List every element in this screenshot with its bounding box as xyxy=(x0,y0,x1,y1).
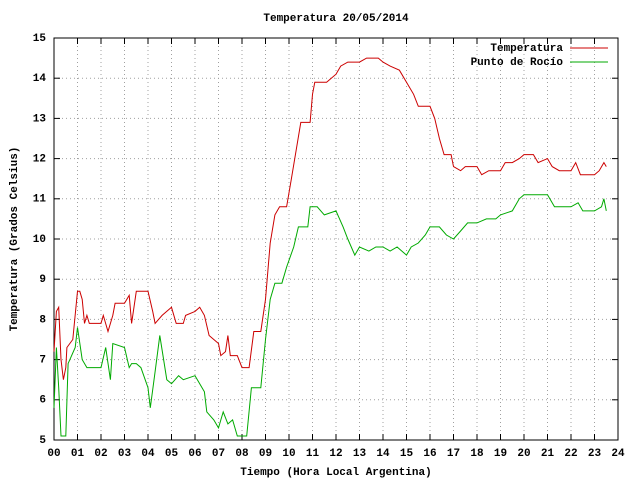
x-tick-label: 00 xyxy=(47,448,60,460)
x-tick-label: 18 xyxy=(470,448,484,460)
y-tick-label: 9 xyxy=(39,274,46,286)
plot-frame xyxy=(53,37,619,441)
y-tick-label: 14 xyxy=(33,73,47,85)
x-tick-label: 06 xyxy=(188,448,201,460)
x-tick-label: 15 xyxy=(400,448,414,460)
x-tick-label: 12 xyxy=(329,448,342,460)
x-tick-label: 07 xyxy=(212,448,225,460)
x-tick-label: 24 xyxy=(611,448,625,460)
x-tick-label: 01 xyxy=(71,448,85,460)
x-tick-label: 11 xyxy=(306,448,320,460)
x-tick-label: 22 xyxy=(564,448,577,460)
y-axis-label: Temperatura (Grados Celsius) xyxy=(9,147,21,332)
x-axis-label: Tiempo (Hora Local Argentina) xyxy=(240,467,431,479)
legend-label: Temperatura xyxy=(490,43,563,55)
y-tick-label: 13 xyxy=(33,113,47,125)
y-tick-label: 15 xyxy=(33,33,47,45)
x-tick-label: 04 xyxy=(141,448,155,460)
x-tick-label: 05 xyxy=(165,448,179,460)
line-series xyxy=(53,57,607,380)
y-tick-label: 6 xyxy=(39,395,46,407)
chart-title: Temperatura 20/05/2014 xyxy=(263,13,409,25)
x-tick-label: 08 xyxy=(235,448,249,460)
y-tick-label: 8 xyxy=(39,314,46,326)
x-tick-label: 14 xyxy=(376,448,390,460)
y-tick-label: 12 xyxy=(33,154,46,166)
x-tick-label: 20 xyxy=(517,448,530,460)
y-tick-label: 11 xyxy=(33,194,47,206)
x-tick-label: 02 xyxy=(94,448,107,460)
x-tick-label: 13 xyxy=(353,448,367,460)
legend-label: Punto de Rocío xyxy=(471,57,564,69)
line-series xyxy=(53,194,607,437)
x-tick-label: 16 xyxy=(423,448,436,460)
y-tick-label: 5 xyxy=(39,435,46,447)
x-tick-label: 17 xyxy=(447,448,460,460)
x-tick-label: 09 xyxy=(259,448,272,460)
x-tick-label: 21 xyxy=(541,448,555,460)
x-tick-label: 23 xyxy=(588,448,602,460)
x-tick-label: 10 xyxy=(282,448,295,460)
x-tick-label: 03 xyxy=(118,448,132,460)
y-tick-label: 7 xyxy=(39,355,46,367)
x-tick-label: 19 xyxy=(494,448,507,460)
y-tick-label: 10 xyxy=(33,234,46,246)
